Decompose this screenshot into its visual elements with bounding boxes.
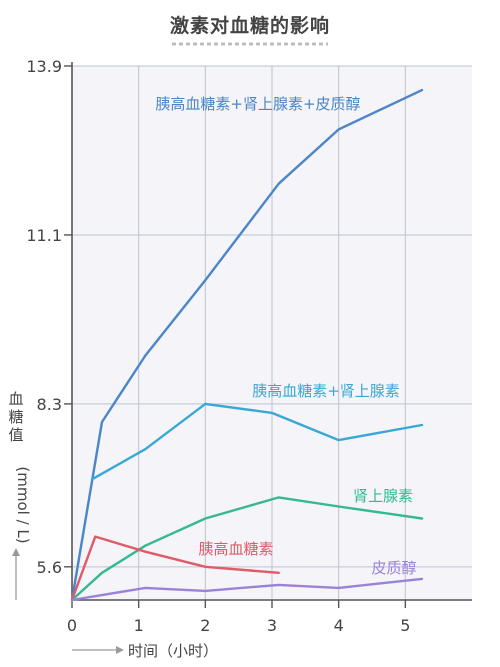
series-label: 皮质醇: [371, 559, 416, 577]
x-tick-label: 0: [67, 616, 77, 635]
series-line: [70, 88, 424, 602]
grid: [72, 65, 472, 600]
x-tick-label: 1: [134, 616, 144, 635]
x-tick-label: 2: [200, 616, 210, 635]
x-axis-label: 时间（小时）: [128, 642, 218, 660]
x-axis-label: 时间（小时）: [72, 642, 218, 660]
y-axis-label-char: 糖: [8, 408, 23, 426]
series-line: [70, 535, 280, 602]
series-line: [70, 577, 424, 602]
axes: [64, 62, 472, 608]
series-label: 胰高血糖素: [198, 540, 273, 558]
series-label: 胰高血糖素+肾上腺素: [252, 382, 400, 400]
series-label: 胰高血糖素+肾上腺素+皮质醇: [155, 95, 360, 113]
y-axis-label-char: 值: [8, 426, 23, 444]
series-lines: [70, 88, 424, 602]
x-axis-arrow-head: [116, 646, 124, 654]
y-axis-arrow-head: [12, 548, 20, 556]
y-axis-label: 血糖值 (mmol / L): [8, 390, 32, 600]
y-axis-label-char: 血: [8, 390, 23, 408]
x-tick-label: 4: [334, 616, 344, 635]
y-axis-unit: (mmol / L): [14, 466, 32, 543]
y-tick-label: 11.1: [26, 226, 62, 245]
series-line: [90, 402, 424, 481]
series-line: [70, 496, 424, 602]
tick-labels: 5.6 8.3 11.1 13.9 0 1 2 3 4 5: [26, 57, 410, 635]
y-tick-label: 5.6: [37, 558, 62, 577]
x-tick-label: 5: [400, 616, 410, 635]
series-label: 肾上腺素: [353, 487, 413, 505]
x-tick-label: 3: [267, 616, 277, 635]
y-tick-label: 13.9: [26, 57, 62, 76]
chart-title: 激素对血糖的影响: [170, 14, 330, 37]
y-tick-label: 8.3: [37, 395, 62, 414]
